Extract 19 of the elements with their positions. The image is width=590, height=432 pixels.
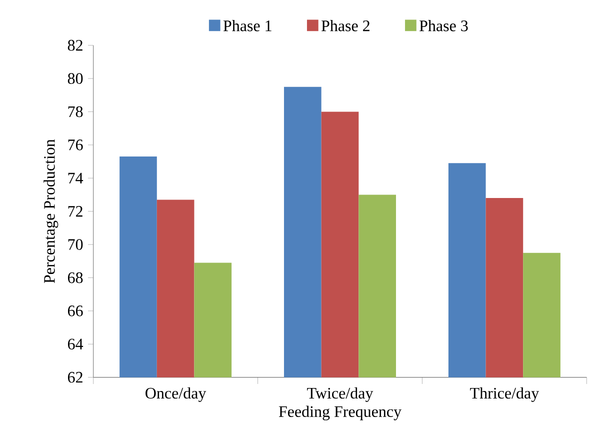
x-tick-label: Twice/day	[307, 387, 374, 402]
y-axis-title: Percentage Production	[44, 139, 58, 284]
x-axis-title: Feeding Frequency	[278, 406, 402, 420]
x-tick-label: Thrice/day	[470, 387, 540, 402]
y-tick-label: 62	[68, 372, 82, 383]
legend-label: Phase 2	[321, 20, 370, 32]
legend-label: Phase 1	[223, 20, 272, 32]
y-tick-label: 72	[68, 206, 82, 217]
y-tick-label: 76	[68, 140, 83, 150]
y-tick-label: 64	[68, 338, 84, 350]
y-tick-label: 80	[68, 73, 83, 84]
y-tick-label: 74	[68, 172, 84, 184]
y-tick-label: 70	[68, 239, 83, 250]
x-tick-label: Once/day	[146, 387, 206, 402]
y-tick-label: 66	[68, 306, 83, 316]
y-tick-label: 78	[68, 106, 83, 118]
y-tick-label: 68	[68, 272, 83, 284]
y-tick-label: 82	[68, 40, 82, 51]
legend-label: Phase 3	[420, 20, 468, 32]
